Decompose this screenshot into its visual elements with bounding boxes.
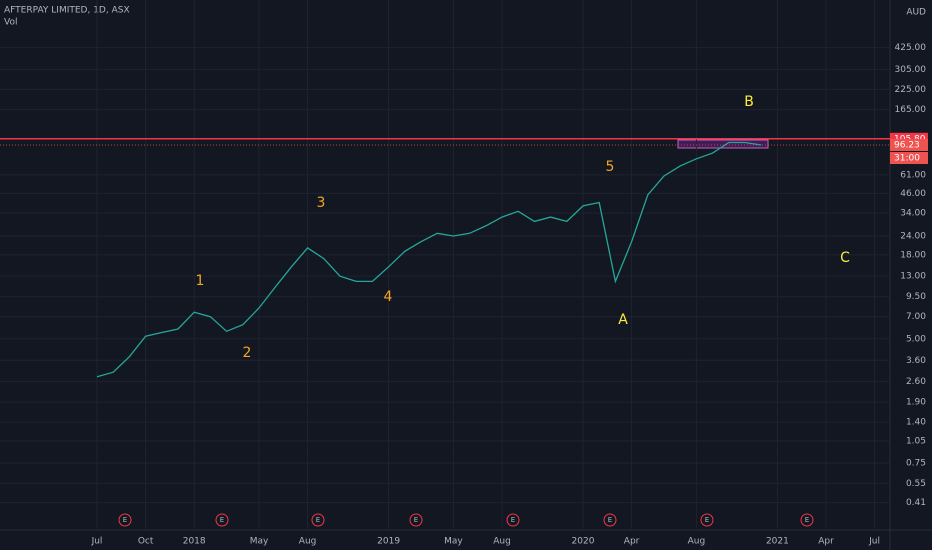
y-tick-label: 0.41 (906, 498, 926, 508)
earnings-circle (215, 513, 229, 527)
price-line-series (96, 141, 762, 378)
y-tick-label: 0.75 (906, 459, 926, 469)
earnings-circle (311, 513, 325, 527)
earnings-label: E (705, 516, 709, 524)
price-label: 96.23 (894, 141, 920, 151)
x-tick-label: Apr (624, 537, 640, 547)
y-tick-label: 1.90 (906, 398, 926, 408)
x-tick-label: Aug (299, 537, 317, 547)
y-tick-label: 13.00 (900, 272, 926, 282)
earnings-label: E (220, 516, 224, 524)
y-tick-label: 165.00 (895, 105, 927, 115)
x-tick-label: Aug (688, 537, 706, 547)
earnings-label: E (414, 516, 418, 524)
y-tick-label: 61.00 (900, 170, 926, 180)
x-tick-label: May (444, 537, 463, 547)
earnings-circle (603, 513, 617, 527)
countdown: 31:00 (894, 154, 920, 164)
y-tick-label: 46.00 (900, 189, 926, 199)
y-tick-label: 1.40 (906, 418, 926, 428)
wave-label: C (840, 250, 850, 266)
wave-label: 4 (384, 289, 393, 305)
y-tick-label: 7.00 (906, 312, 926, 322)
chart-subtitle: Vol (4, 18, 17, 28)
y-tick-label: 24.00 (900, 231, 926, 241)
price-label-box (890, 139, 928, 152)
y-tick-label: 2.60 (906, 377, 926, 387)
earnings-label: E (123, 516, 127, 524)
wave-label: 5 (606, 159, 615, 175)
y-tick-label: 225.00 (895, 85, 927, 95)
zone-box (677, 139, 769, 149)
earnings-label: E (316, 516, 320, 524)
x-tick-label: 2018 (183, 537, 206, 547)
earnings-circle (506, 513, 520, 527)
y-tick-label: 5.00 (906, 334, 926, 344)
earnings-circle (409, 513, 423, 527)
y-tick-label: 305.00 (895, 65, 927, 75)
chart-title: AFTERPAY LIMITED, 1D, ASX (4, 6, 130, 16)
x-tick-label: Apr (818, 537, 834, 547)
x-tick-label: 2021 (766, 537, 789, 547)
y-tick-label: 34.00 (900, 209, 926, 219)
earnings-label: E (511, 516, 515, 524)
x-tick-label: Aug (493, 537, 511, 547)
x-tick-label: 2019 (377, 537, 400, 547)
earnings-circle (700, 513, 714, 527)
earnings-label: E (805, 516, 809, 524)
y-tick-label: 425.00 (895, 43, 927, 53)
wave-label: 2 (243, 345, 252, 361)
earnings-circle (118, 513, 132, 527)
wave-label: A (618, 312, 628, 328)
y-tick-label: 3.60 (906, 356, 926, 366)
x-tick-label: 2020 (572, 537, 595, 547)
y-tick-label: 9.50 (906, 292, 926, 302)
wave-label: 1 (196, 273, 205, 289)
y-axis-label: AUD (906, 8, 926, 18)
y-tick-label: 18.00 (900, 250, 926, 260)
x-tick-label: Jul (91, 537, 103, 547)
countdown-box (890, 152, 928, 165)
earnings-circle (800, 513, 814, 527)
wave-label: 3 (317, 195, 326, 211)
x-tick-label: Oct (138, 537, 154, 547)
y-tick-label: 1.05 (906, 437, 926, 447)
earnings-label: E (608, 516, 612, 524)
y-tick-label: 0.55 (906, 479, 926, 489)
x-tick-label: Jul (868, 537, 880, 547)
x-tick-label: May (250, 537, 269, 547)
wave-label: B (744, 94, 754, 110)
